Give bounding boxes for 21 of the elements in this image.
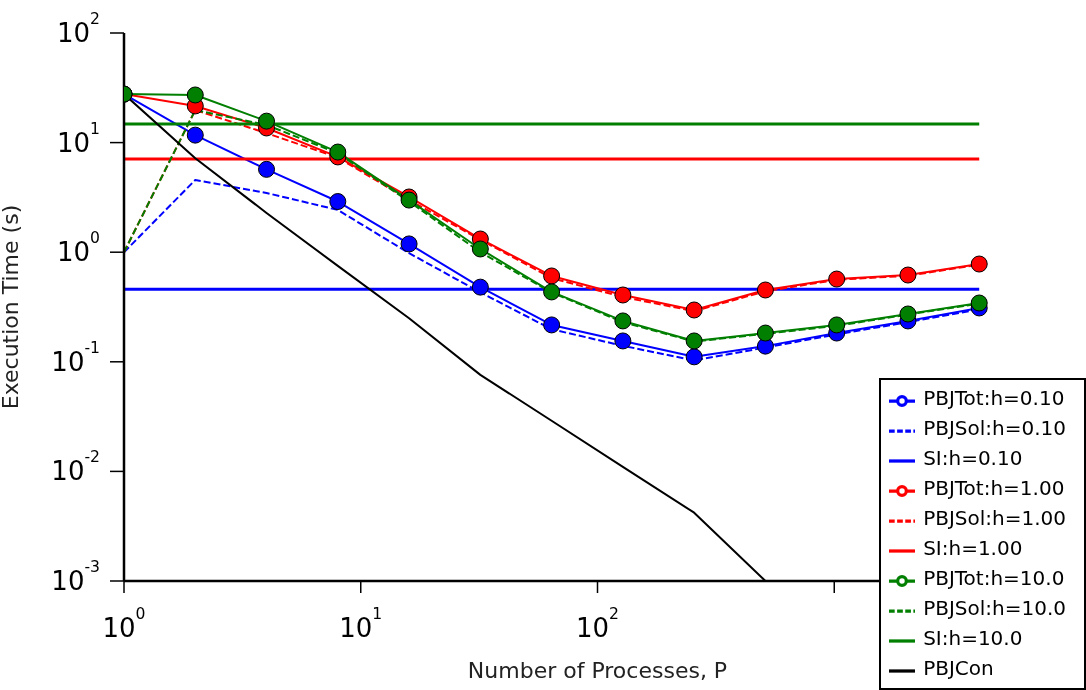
legend-label: PBJTot:h=0.10: [923, 386, 1065, 410]
x-axis-title: Number of Processes, P: [467, 658, 728, 683]
x-tick-label: 10$^{2}$: [575, 605, 620, 643]
legend-label: PBJTot:h=10.0: [923, 566, 1065, 590]
x-tick-label: 10$^{0}$: [102, 605, 146, 643]
y-tick-label: 10$^{0}$: [56, 229, 100, 268]
legend-label: PBJTot:h=1.00: [923, 476, 1065, 500]
legend-label: PBJCon: [923, 656, 994, 680]
legend-label: SI:h=0.10: [923, 446, 1023, 470]
legend-label: PBJSol:h=0.10: [923, 416, 1066, 440]
y-tick-label: 10$^{-2}$: [51, 448, 100, 487]
y-tick-label: 10$^{-1}$: [51, 339, 100, 377]
x-tick-label: 10$^{1}$: [339, 605, 383, 643]
legend-label: SI:h=1.00: [923, 536, 1023, 560]
legend-label: SI:h=10.0: [923, 626, 1023, 650]
y-tick-label: 10$^{2}$: [56, 10, 100, 48]
legend-label: PBJSol:h=1.00: [923, 506, 1066, 530]
y-tick-label: 10$^{-3}$: [51, 558, 100, 596]
y-tick-label: 10$^{1}$: [56, 120, 100, 158]
legend-label: PBJSol:h=10.0: [923, 596, 1066, 620]
y-axis-title: Execution Time (s): [0, 204, 23, 410]
